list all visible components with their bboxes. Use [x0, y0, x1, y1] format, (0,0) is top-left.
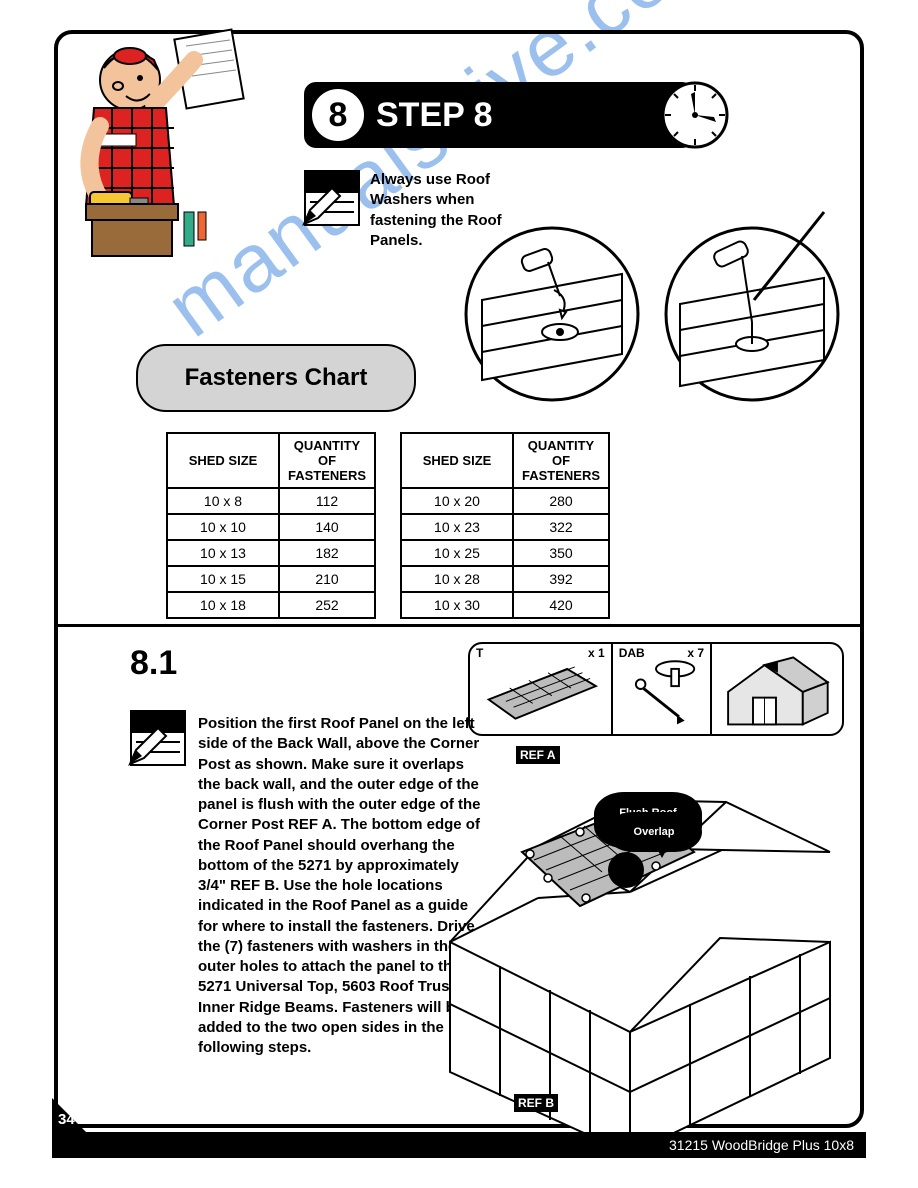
material-code: T [476, 646, 483, 660]
fasteners-chart-pill: Fasteners Chart [136, 344, 416, 412]
material-qty: x 1 [588, 646, 605, 660]
table-row: 10 x 23322 [401, 514, 609, 540]
content-border: 8 STEP 8 [54, 30, 864, 1128]
table-header: SHED SIZE [167, 433, 279, 488]
clock-icon [660, 80, 730, 150]
cell-size: 10 x 8 [167, 488, 279, 514]
cell-size: 10 x 18 [167, 592, 279, 618]
table-row: 10 x 20280 [401, 488, 609, 514]
cell-qty: 140 [279, 514, 375, 540]
step-banner: 8 STEP 8 [304, 82, 694, 148]
cell-size: 10 x 15 [167, 566, 279, 592]
cell-size: 10 x 13 [167, 540, 279, 566]
cell-qty: 252 [279, 592, 375, 618]
cell-qty: 392 [513, 566, 609, 592]
footer-bar: 31215 WoodBridge Plus 10x8 [52, 1132, 866, 1158]
cell-qty: 112 [279, 488, 375, 514]
fasteners-table-left: SHED SIZEQUANTITY OF FASTENERS 10 x 8112… [166, 432, 376, 619]
callout-ref-b: REF B [514, 1094, 558, 1112]
pencil-icon [126, 724, 170, 768]
cell-size: 10 x 20 [401, 488, 513, 514]
cell-qty: 420 [513, 592, 609, 618]
callout-ref-a: REF A [516, 746, 560, 764]
cell-qty: 280 [513, 488, 609, 514]
page-root: manualshive.com [0, 0, 918, 1188]
cell-qty: 322 [513, 514, 609, 540]
pencil-icon [300, 184, 344, 228]
table-row: 10 x 10140 [167, 514, 375, 540]
shed-thumbnail-icon [712, 644, 842, 734]
table-row: 10 x 28392 [401, 566, 609, 592]
cell-qty: 210 [279, 566, 375, 592]
substep-number: 8.1 [130, 644, 177, 683]
cell-size: 10 x 10 [167, 514, 279, 540]
page-number: 34 [58, 1111, 75, 1128]
cell-size: 10 x 30 [401, 592, 513, 618]
material-code: DAB [619, 646, 645, 660]
table-row: 10 x 8112 [167, 488, 375, 514]
step-number-circle: 8 [312, 89, 364, 141]
material-qty: x 7 [687, 646, 704, 660]
fasteners-tables: SHED SIZEQUANTITY OF FASTENERS 10 x 8112… [166, 432, 610, 619]
note-icon-bottom [130, 710, 186, 766]
callout-tail [652, 840, 672, 858]
table-row: 10 x 30420 [401, 592, 609, 618]
table-row: 10 x 15210 [167, 566, 375, 592]
table-row: 10 x 18252 [167, 592, 375, 618]
material-shed-cell [712, 644, 842, 734]
note-icon-top [304, 170, 360, 226]
table-row: 10 x 13182 [167, 540, 375, 566]
cartoon-worker-illustration [34, 16, 254, 266]
fasteners-table-right: SHED SIZEQUANTITY OF FASTENERS 10 x 2028… [400, 432, 610, 619]
roof-washer-inset-illustration [452, 204, 852, 404]
material-panel-cell: T x 1 [470, 644, 611, 734]
materials-box: T x 1 DAB x 7 [468, 642, 844, 736]
table-header: QUANTITY OF FASTENERS [513, 433, 609, 488]
horizontal-divider [58, 624, 860, 627]
footer-model: 31215 WoodBridge Plus 10x8 [669, 1137, 854, 1153]
cell-size: 10 x 23 [401, 514, 513, 540]
step-label: STEP 8 [376, 96, 493, 135]
cell-size: 10 x 28 [401, 566, 513, 592]
table-header: SHED SIZE [401, 433, 513, 488]
table-row: 10 x 25350 [401, 540, 609, 566]
cell-qty: 182 [279, 540, 375, 566]
material-fastener-cell: DAB x 7 [611, 644, 712, 734]
cell-size: 10 x 25 [401, 540, 513, 566]
cell-qty: 350 [513, 540, 609, 566]
table-header: QUANTITY OF FASTENERS [279, 433, 375, 488]
